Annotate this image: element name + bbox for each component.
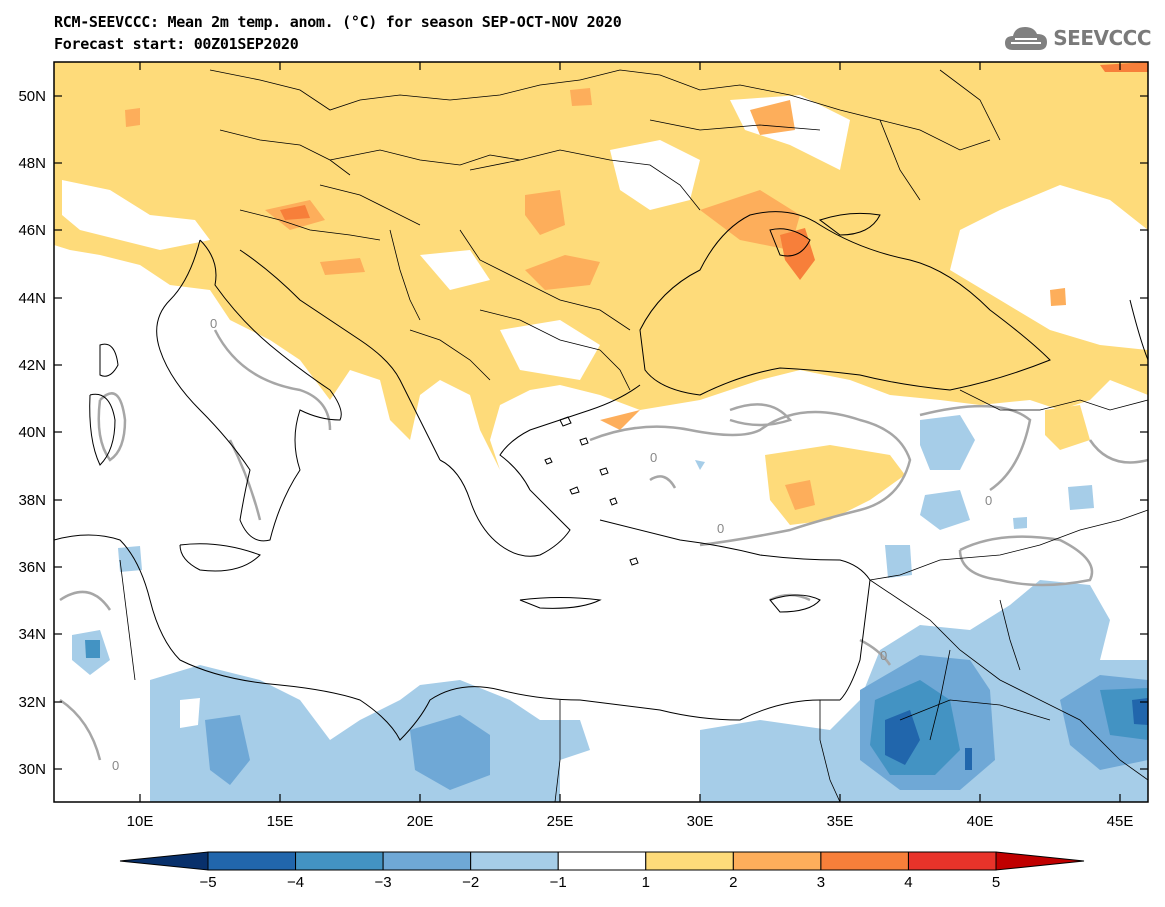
- colorbar-tick-label: 5: [992, 874, 1000, 891]
- lat-label: 44N: [18, 290, 46, 307]
- lat-label: 36N: [18, 559, 46, 576]
- colorbar-segment: [732, 851, 822, 871]
- colorbar-tick-label: 1: [642, 874, 650, 891]
- colorbar-max-arrow: [995, 851, 1085, 871]
- lon-label: 35E: [827, 813, 854, 830]
- forecast-start: Forecast start: 00Z01SEP2020: [54, 35, 299, 53]
- colorbar-tick-label: −4: [287, 874, 304, 891]
- lat-label: 42N: [18, 357, 46, 374]
- colorbar-segment: [820, 851, 909, 871]
- contour-labels: 0 0 0 0 0 0: [112, 316, 992, 773]
- colorbar-tick-label: 4: [904, 874, 912, 891]
- contour-label: 0: [717, 521, 724, 536]
- colorbar-tick-label: 3: [817, 874, 825, 891]
- colorbar-tick-label: −5: [199, 874, 216, 891]
- colorbar-segment: [645, 851, 734, 871]
- lat-label: 46N: [18, 222, 46, 239]
- colorbar-tick-label: 2: [729, 874, 737, 891]
- colorbar-segment: [207, 851, 297, 871]
- lon-label: 45E: [1107, 813, 1134, 830]
- lon-label: 15E: [267, 813, 294, 830]
- colorbar-segment: [907, 851, 997, 871]
- colorbar-segment: [557, 851, 647, 871]
- lon-label: 25E: [547, 813, 574, 830]
- lon-label: 20E: [407, 813, 434, 830]
- country-borders: [119, 69, 1148, 802]
- lat-label: 48N: [18, 155, 46, 172]
- logo-text: SEEVCCC: [1053, 26, 1151, 50]
- lat-label: 32N: [18, 694, 46, 711]
- colorbar-tick-label: −3: [375, 874, 392, 891]
- contour-label: 0: [880, 648, 887, 663]
- map-title: RCM-SEEVCCC: Mean 2m temp. anom. (°C) fo…: [54, 13, 622, 31]
- lat-label: 50N: [18, 88, 46, 105]
- contour-label: 0: [985, 493, 992, 508]
- colorbar: −5 −4 −3 −2 −1 1 2 3 4 5: [119, 851, 1085, 891]
- colorbar-segment: [470, 851, 559, 871]
- contour-label: 0: [112, 758, 119, 773]
- contour-label: 0: [650, 450, 657, 465]
- colorbar-tick-label: −1: [550, 874, 567, 891]
- cloud-icon: [1005, 27, 1048, 50]
- colorbar-min-arrow: [119, 851, 209, 871]
- lon-label: 10E: [127, 813, 154, 830]
- lat-label: 34N: [18, 626, 46, 643]
- lat-label: 40N: [18, 424, 46, 441]
- lat-label: 30N: [18, 761, 46, 778]
- contour-label: 0: [210, 316, 217, 331]
- latitude-axis: [54, 95, 1148, 770]
- seevccc-logo: SEEVCCC: [1003, 22, 1151, 54]
- lon-label: 40E: [967, 813, 994, 830]
- warm-anomaly-region: [54, 62, 1148, 470]
- map-fields: 0 0 0 0 0 0: [54, 62, 1148, 802]
- lat-label: 38N: [18, 492, 46, 509]
- longitude-axis: [139, 62, 1121, 802]
- colorbar-segment: [295, 851, 384, 871]
- lon-label: 30E: [687, 813, 714, 830]
- colorbar-tick-label: −2: [462, 874, 479, 891]
- coastlines: [54, 211, 1148, 741]
- colorbar-segment: [382, 851, 472, 871]
